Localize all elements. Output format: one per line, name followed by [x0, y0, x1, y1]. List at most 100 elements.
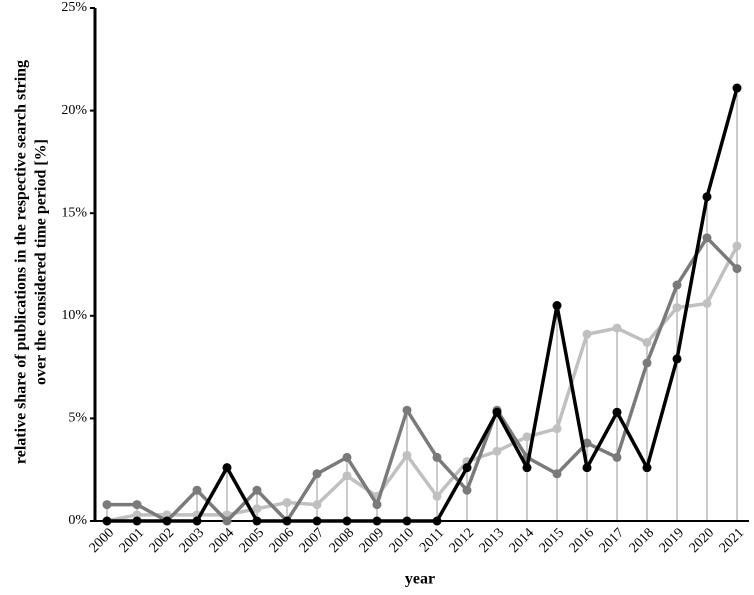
series-point [372, 516, 382, 526]
series-point [282, 516, 292, 526]
series-point [432, 452, 442, 462]
series-point [132, 510, 142, 520]
series-point [672, 280, 682, 290]
series-point [582, 463, 592, 473]
series-point [702, 233, 712, 243]
y-tick-label: 0% [68, 513, 87, 528]
x-tick-label-group: 2018 [627, 525, 657, 555]
x-tick-label: 2001 [117, 525, 147, 555]
x-tick-label: 2004 [207, 525, 237, 555]
series-point [732, 241, 742, 251]
series-point [252, 516, 262, 526]
x-tick-label-group: 2011 [417, 525, 447, 555]
x-tick-label-group: 2012 [447, 525, 477, 555]
series-point [432, 516, 442, 526]
series-point [402, 516, 412, 526]
series-point [312, 516, 322, 526]
series-point [642, 337, 652, 347]
x-tick-label: 2019 [657, 525, 687, 555]
y-axis-label: over the considered time period [%] [33, 139, 50, 385]
series-point [672, 303, 682, 313]
series-point [462, 485, 472, 495]
y-axis-label-group: relative share of publications in the re… [13, 60, 50, 464]
series-point [552, 301, 562, 311]
x-tick-label-group: 2014 [507, 525, 537, 555]
x-tick-label-group: 2001 [117, 525, 147, 555]
series-point [612, 452, 622, 462]
x-tick-label: 2021 [717, 525, 747, 555]
x-tick-label: 2007 [297, 525, 327, 555]
x-tick-label-group: 2017 [597, 525, 627, 555]
x-tick-label-group: 2021 [717, 525, 747, 555]
series-point [402, 405, 412, 415]
x-tick-label: 2006 [267, 525, 297, 555]
series-point [492, 446, 502, 456]
series-point [132, 500, 142, 510]
series-point [732, 83, 742, 93]
x-tick-label-group: 2009 [357, 525, 387, 555]
x-tick-label-group: 2016 [567, 525, 597, 555]
series-point [522, 463, 532, 473]
series-point [192, 485, 202, 495]
x-tick-label: 2011 [417, 525, 447, 555]
y-tick-label: 15% [61, 205, 87, 220]
x-tick-label: 2009 [357, 525, 387, 555]
series-point [612, 407, 622, 417]
series-point [462, 463, 472, 473]
series-point [672, 354, 682, 364]
x-tick-label: 2008 [327, 525, 357, 555]
series-point [252, 504, 262, 514]
series-point [732, 264, 742, 274]
x-tick-label: 2003 [177, 525, 207, 555]
x-tick-label-group: 2013 [477, 525, 507, 555]
y-tick-label: 5% [68, 411, 87, 426]
series-point [342, 516, 352, 526]
x-tick-label: 2013 [477, 525, 507, 555]
x-tick-label: 2017 [597, 525, 627, 555]
series-point [192, 516, 202, 526]
series-point [402, 450, 412, 460]
series-point [372, 500, 382, 510]
x-tick-label: 2005 [237, 525, 267, 555]
x-tick-label: 2018 [627, 525, 657, 555]
series-point [642, 358, 652, 368]
x-tick-label: 2000 [87, 525, 117, 555]
y-tick-label: 25% [61, 0, 87, 15]
x-tick-label: 2002 [147, 525, 177, 555]
x-tick-label-group: 2008 [327, 525, 357, 555]
series-point [312, 469, 322, 479]
x-tick-label: 2015 [537, 525, 567, 555]
x-tick-label: 2014 [507, 525, 537, 555]
series-point [132, 516, 142, 526]
series-point [162, 516, 172, 526]
series-point [552, 424, 562, 434]
series-point [702, 192, 712, 202]
series-point [492, 407, 502, 417]
series-point [222, 516, 232, 526]
y-tick-label: 10% [61, 308, 87, 323]
x-tick-label-group: 2020 [687, 525, 717, 555]
x-tick-label: 2010 [387, 525, 417, 555]
series-point [312, 500, 322, 510]
x-tick-label-group: 2015 [537, 525, 567, 555]
x-tick-label: 2020 [687, 525, 717, 555]
series-line [106, 245, 739, 523]
x-tick-label-group: 2000 [87, 525, 117, 555]
series-point [102, 500, 112, 510]
series-point [342, 452, 352, 462]
series-point [582, 438, 592, 448]
x-tick-label-group: 2010 [387, 525, 417, 555]
x-tick-label-group: 2006 [267, 525, 297, 555]
x-tick-label-group: 2005 [237, 525, 267, 555]
series-point [522, 432, 532, 442]
series-point [642, 463, 652, 473]
series-point [342, 471, 352, 481]
y-axis-label: relative share of publications in the re… [13, 60, 30, 464]
x-tick-label-group: 2003 [177, 525, 207, 555]
series-point [432, 491, 442, 501]
series-line [107, 236, 739, 523]
series-point [582, 329, 592, 339]
x-tick-label: 2016 [567, 525, 597, 555]
series-point [102, 516, 112, 526]
